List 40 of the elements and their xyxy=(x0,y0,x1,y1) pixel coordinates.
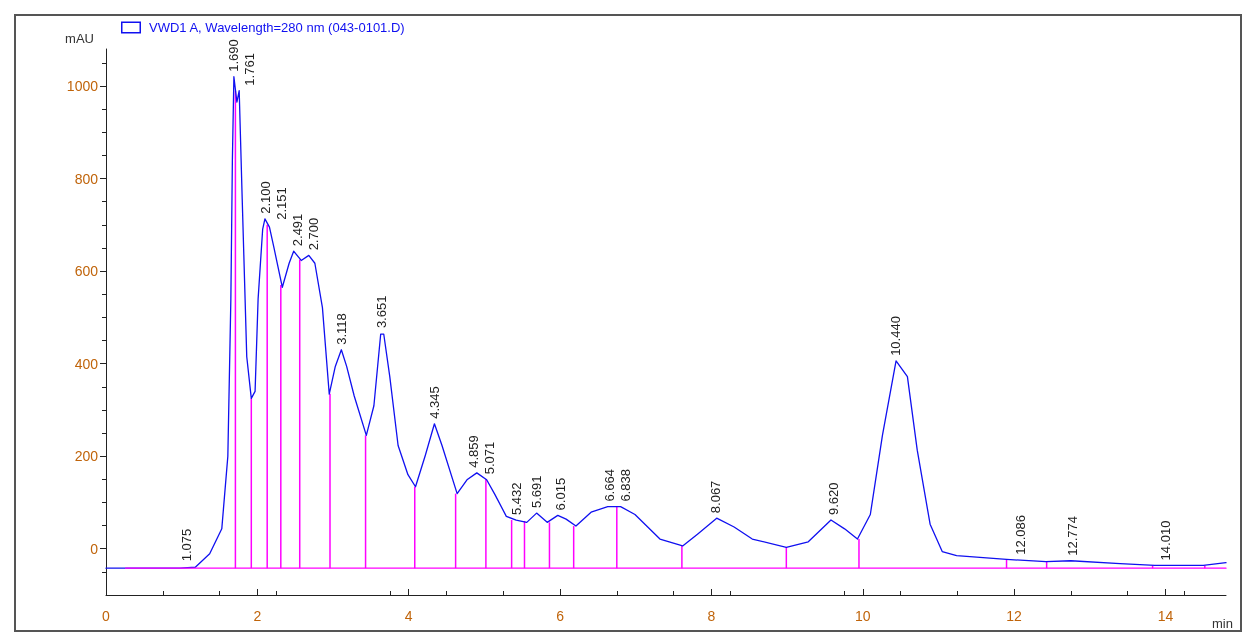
x-tick-label: 4 xyxy=(404,608,413,624)
y-tick-label: 800 xyxy=(74,170,99,187)
annotation: 2.100 xyxy=(257,181,273,214)
x-tick-label: 6 xyxy=(556,608,565,624)
annotation: 6.838 xyxy=(618,469,634,502)
annotation: 1.690 xyxy=(225,39,241,72)
x-tick-label: 14 xyxy=(1157,608,1174,624)
annotation: 5.691 xyxy=(528,475,544,509)
annotation: 14.010 xyxy=(1158,520,1174,561)
annotation: 6.664 xyxy=(602,469,618,502)
x-tick-label: 8 xyxy=(707,608,716,624)
annotation: 2.491 xyxy=(289,213,305,247)
y-tick-label: 600 xyxy=(74,263,99,280)
y-axis-title: mAU xyxy=(65,31,94,46)
annotation: 5.432 xyxy=(509,482,525,516)
annotation: 1.075 xyxy=(179,528,195,562)
annotation: 5.071 xyxy=(481,441,497,475)
annotation: 6.015 xyxy=(553,477,569,511)
annotation: 4.345 xyxy=(426,386,442,419)
y-tick-label: 1000 xyxy=(66,78,99,95)
annotation: 3.118 xyxy=(333,313,349,345)
annotation: 8.067 xyxy=(708,480,724,514)
y-tick-label: 0 xyxy=(90,540,99,557)
annotation: 3.651 xyxy=(374,295,390,329)
legend-label: VWD1 A, Wavelength=280 nm (043-0101.D) xyxy=(149,20,405,35)
annotation: 2.151 xyxy=(273,187,289,220)
x-tick-label: 10 xyxy=(854,608,871,624)
x-tick-label: 2 xyxy=(253,608,262,624)
annotation: 10.440 xyxy=(888,316,904,356)
y-tick-label: 400 xyxy=(74,355,99,372)
annotation: 12.774 xyxy=(1064,515,1080,556)
annotation: 1.761 xyxy=(241,53,257,86)
annotation: 12.086 xyxy=(1012,515,1028,555)
x-axis-title: min xyxy=(1212,616,1233,631)
x-tick-label: 0 xyxy=(102,608,111,624)
annotation: 2.700 xyxy=(305,217,321,251)
x-tick-label: 12 xyxy=(1006,608,1023,624)
annotation: 9.620 xyxy=(826,482,841,516)
annotation: 4.859 xyxy=(465,435,481,468)
y-tick-label: 200 xyxy=(74,448,99,465)
